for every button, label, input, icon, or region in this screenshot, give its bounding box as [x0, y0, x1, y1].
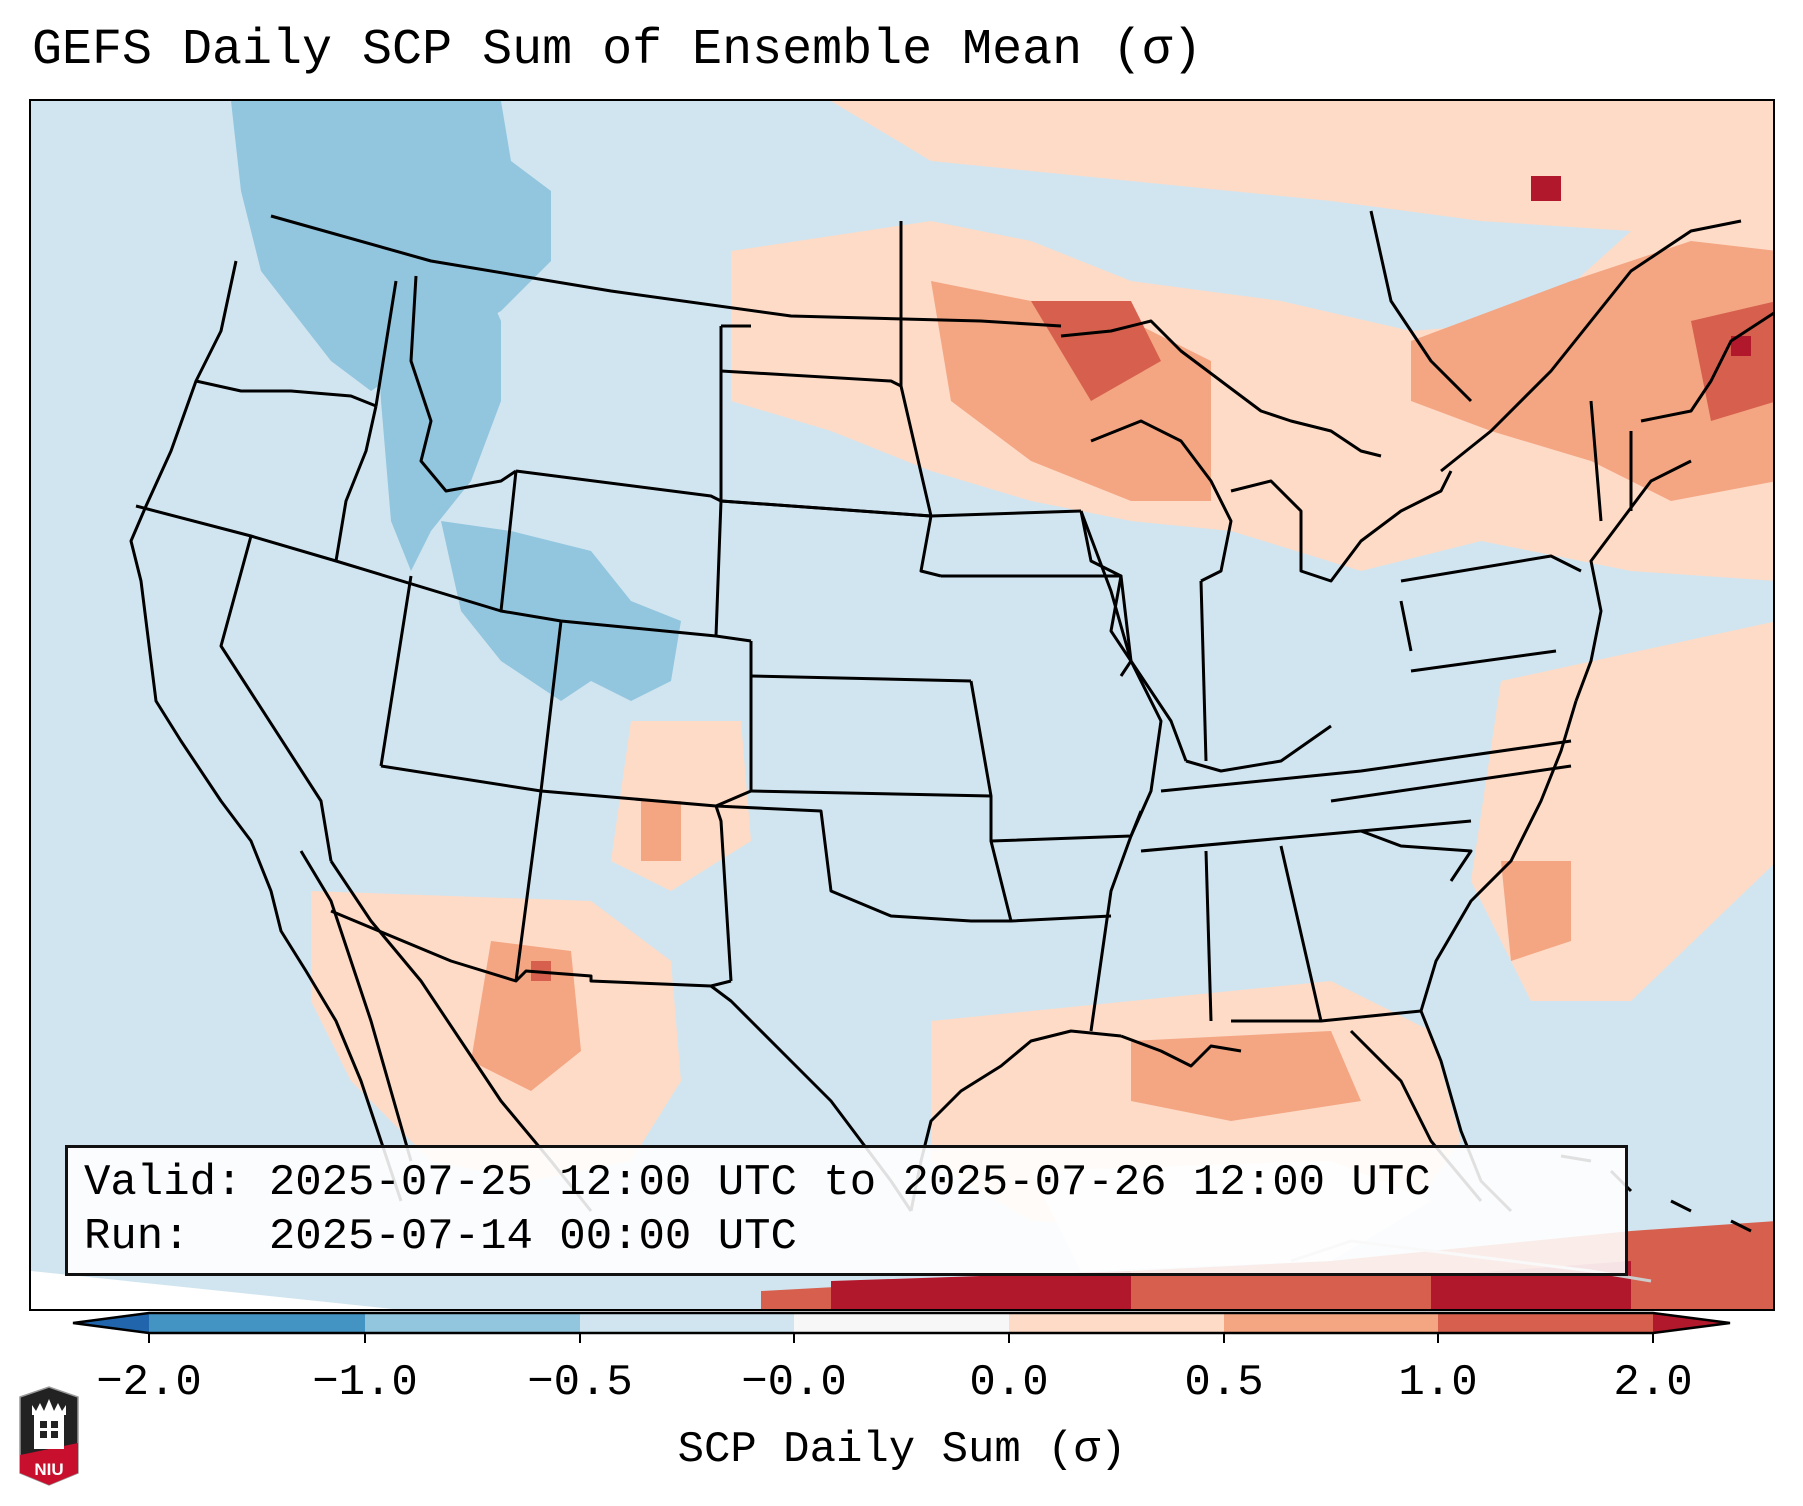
niu-logo: NIU — [19, 1386, 79, 1486]
ca-nv-border — [219, 535, 333, 862]
map-panel — [29, 99, 1775, 1311]
or-id-border — [334, 405, 378, 562]
pa-ny — [1400, 554, 1582, 583]
anomaly-north-central-east — [731, 182, 1773, 581]
baja-coastline — [299, 850, 413, 1162]
sd-ne-border — [720, 499, 932, 518]
ut-az-border — [380, 764, 542, 793]
chart-title: GEFS Daily SCP Sum of Ensemble Mean (σ) — [32, 22, 1203, 79]
id-mt-border — [409, 275, 517, 493]
il-ky — [1185, 724, 1332, 773]
ok-tx — [715, 804, 1011, 923]
valid-line: Valid: 2025-07-25 12:00 UTC to 2025-07-2… — [84, 1156, 1609, 1210]
id-wy-ut — [499, 470, 562, 623]
atlantic-coast-ne — [1574, 459, 1692, 702]
oh-pa — [1399, 600, 1413, 652]
mississippi-river — [1079, 510, 1163, 1032]
logo-battlements — [32, 1399, 66, 1415]
nd-sd-border — [720, 369, 902, 388]
colorbar-label: SCP Daily Sum (σ) — [677, 1425, 1127, 1475]
la-coast — [1120, 1034, 1242, 1068]
logo-text: NIU — [34, 1460, 63, 1479]
great-lakes-outline — [1060, 319, 1453, 583]
pacific-coastline — [129, 260, 403, 1202]
colorbar-tick-label: 2.0 — [1613, 1358, 1693, 1408]
va-nc-border — [1330, 764, 1572, 803]
logo-red-band — [20, 1443, 78, 1485]
colorbar-tick-label: −2.0 — [96, 1358, 202, 1408]
anomaly-caribbean-max — [831, 1271, 1131, 1309]
anomaly-utah-colorado — [441, 521, 681, 701]
ar-la-border — [989, 840, 1112, 923]
colorbar-tick-label: −1.0 — [312, 1358, 418, 1408]
anomaly-ontario-quebec — [1411, 241, 1773, 501]
logo-windows — [40, 1421, 58, 1438]
colorbar-extend-low — [73, 1313, 149, 1333]
pa-md — [1410, 649, 1557, 673]
colorbar-bin — [1224, 1313, 1438, 1333]
new-england — [1589, 311, 1773, 522]
st-lawrence — [1440, 219, 1742, 473]
il-in — [1079, 510, 1188, 762]
mt-wy-border — [515, 469, 722, 503]
anomaly-sonora-chihuahua — [471, 941, 581, 1091]
anomaly-new-england — [1691, 301, 1773, 421]
ms-al — [1204, 850, 1213, 1022]
or-ca-nv-border — [135, 504, 502, 613]
anomaly-new-mexico-core — [641, 801, 681, 861]
colorbar-tick-label: 1.0 — [1398, 1358, 1478, 1408]
colorbar-bins — [72, 1311, 1731, 1335]
sc-border — [1360, 829, 1473, 882]
valid-label: Valid: — [84, 1158, 243, 1208]
anomaly-atlantic-core — [1501, 861, 1571, 961]
id-west — [374, 280, 398, 407]
nv-ut-border — [379, 575, 413, 767]
az-mexico — [330, 909, 732, 988]
az-nm-co — [540, 789, 733, 982]
colorbar-bin — [149, 1313, 365, 1333]
colorbar-tick-label: 0.0 — [969, 1358, 1049, 1408]
colorbar-bin — [1009, 1313, 1224, 1333]
valid-value: 2025-07-25 12:00 UTC to 2025-07-26 12:00… — [268, 1158, 1431, 1208]
run-label: Run: — [84, 1212, 243, 1262]
colorbar-tick-label: 0.5 — [1184, 1358, 1264, 1408]
colorbar-bin — [580, 1313, 794, 1333]
logo-tower — [34, 1415, 64, 1449]
ne-ks-border — [750, 674, 972, 683]
anomaly-gulf-core — [1131, 1031, 1361, 1121]
run-line: Run: 2025-07-14 00:00 UTC — [84, 1210, 1609, 1264]
ia-mo-border — [941, 574, 1133, 677]
colorbar-bin — [365, 1313, 580, 1333]
colorbar-extend-high — [1653, 1313, 1730, 1333]
colorbar-tick-label: −0.5 — [527, 1358, 633, 1408]
colorbar-tick-label: −0.0 — [741, 1358, 847, 1408]
se-coast — [1419, 700, 1578, 1012]
tn-north — [1160, 739, 1572, 793]
ks-ok-border — [750, 789, 992, 798]
colorbar-bin — [794, 1313, 1009, 1333]
canada-border — [270, 214, 1062, 328]
canada-quebec-border — [1369, 210, 1473, 403]
ga-fl — [1231, 1009, 1422, 1023]
anomaly-quebec-max — [1531, 176, 1561, 201]
anomaly-idaho-montana — [371, 221, 501, 571]
out-of-domain-sw — [31, 1271, 393, 1309]
anomaly-layer — [231, 101, 1773, 1309]
al-ga — [1279, 845, 1323, 1022]
info-box: Valid: 2025-07-25 12:00 UTC to 2025-07-2… — [65, 1145, 1628, 1276]
colorbar-bin — [1438, 1313, 1653, 1333]
run-value: 2025-07-14 00:00 UTC — [268, 1212, 797, 1262]
colorbar — [72, 1311, 1731, 1343]
anomaly-new-england-max — [1731, 336, 1751, 356]
in-oh — [1199, 580, 1208, 762]
colorbar-ticks — [148, 1333, 1654, 1343]
wa-or-border — [195, 379, 377, 408]
mn-border — [899, 221, 1082, 518]
map-svg — [31, 101, 1773, 1309]
